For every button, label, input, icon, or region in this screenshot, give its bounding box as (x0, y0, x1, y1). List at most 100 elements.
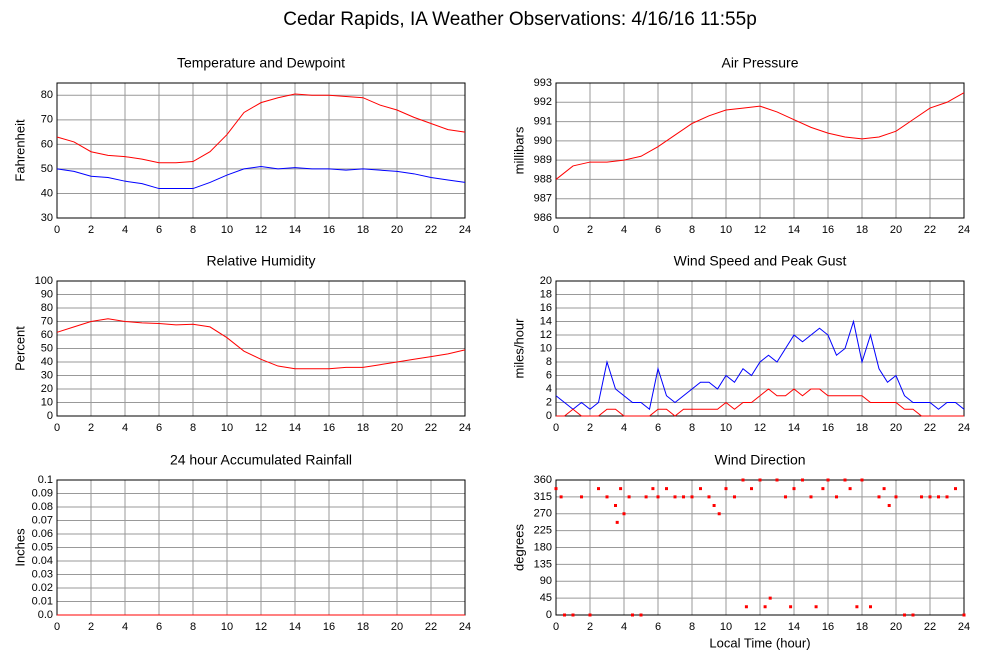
chart-title: Wind Speed and Peak Gust (674, 253, 847, 269)
x-tick-label: 8 (190, 621, 196, 633)
plot-frame (555, 82, 965, 219)
x-tick-label: 4 (122, 224, 128, 236)
x-tick-label: 18 (856, 621, 868, 633)
point (699, 487, 702, 491)
y-axis-label: millibars (511, 126, 526, 174)
x-tick-label: 18 (357, 422, 369, 434)
x-tick-label: 24 (958, 422, 970, 434)
series-line (555, 92, 965, 180)
y-tick-label: 989 (534, 154, 552, 166)
point (717, 512, 721, 516)
point (894, 495, 898, 499)
y-tick-label: 0.06 (32, 528, 53, 540)
x-tick-label: 20 (391, 621, 403, 633)
point (848, 487, 852, 491)
x-tick-label: 16 (323, 224, 335, 236)
point (801, 478, 804, 482)
y-tick-label: 16 (540, 302, 552, 314)
y-tick-label: 0.0 (38, 609, 53, 621)
x-tick-label: 10 (720, 621, 732, 633)
x-tick-label: 20 (890, 224, 902, 236)
x-tick-label: 24 (459, 422, 471, 434)
x-tick-label: 18 (856, 224, 868, 236)
y-tick-label: 992 (534, 96, 552, 108)
y-tick-label: 0.07 (32, 514, 53, 526)
point (835, 495, 838, 499)
y-tick-label: 10 (540, 342, 552, 354)
point (563, 613, 566, 617)
point (644, 495, 648, 499)
x-tick-label: 10 (720, 422, 732, 434)
x-tick-label: 6 (655, 422, 661, 434)
y-tick-label: 180 (534, 541, 552, 553)
x-tick-label: 22 (924, 224, 936, 236)
y-tick-label: 993 (534, 77, 552, 89)
point (775, 478, 779, 482)
series-line (56, 93, 466, 164)
point (707, 495, 711, 499)
x-tick-label: 8 (689, 621, 695, 633)
x-tick-label: 8 (190, 422, 196, 434)
x-tick-label: 22 (425, 422, 437, 434)
point (733, 495, 736, 499)
x-tick-label: 16 (323, 422, 335, 434)
point (615, 520, 619, 524)
y-tick-label: 10 (41, 396, 53, 408)
y-tick-label: 987 (534, 193, 552, 205)
point (877, 495, 881, 499)
x-tick-label: 0 (54, 422, 60, 434)
point (860, 478, 864, 482)
x-tick-label: 2 (587, 422, 593, 434)
x-tick-label: 18 (856, 422, 868, 434)
x-tick-label: 6 (156, 422, 162, 434)
x-tick-label: 10 (221, 422, 233, 434)
point (724, 487, 728, 491)
x-tick-label: 6 (156, 621, 162, 633)
x-tick-label: 2 (587, 621, 593, 633)
point (588, 613, 592, 617)
y-tick-label: 20 (41, 383, 53, 395)
x-tick-label: 0 (54, 621, 60, 633)
y-tick-label: 986 (534, 212, 552, 224)
x-tick-label: 20 (890, 422, 902, 434)
x-tick-label: 12 (754, 422, 766, 434)
point (869, 605, 872, 609)
x-tick-label: 14 (788, 422, 800, 434)
y-tick-label: 2 (546, 396, 552, 408)
y-tick-label: 70 (41, 114, 53, 126)
chart-title: Wind Direction (714, 452, 805, 468)
x-tick-label: 14 (788, 621, 800, 633)
point (784, 495, 787, 499)
point (750, 487, 753, 491)
point (903, 613, 906, 617)
page-title: Cedar Rapids, IA Weather Observations: 4… (283, 9, 757, 30)
y-tick-label: 0 (546, 410, 552, 422)
point (554, 487, 558, 491)
x-tick-label: 4 (621, 224, 627, 236)
x-tick-label: 0 (553, 422, 559, 434)
x-tick-label: 14 (289, 224, 301, 236)
point (809, 495, 813, 499)
y-tick-label: 988 (534, 173, 552, 185)
point (656, 495, 660, 499)
y-axis-label: degrees (511, 524, 526, 571)
y-tick-label: 360 (534, 474, 552, 486)
x-tick-label: 2 (88, 422, 94, 434)
y-tick-label: 0.02 (32, 582, 53, 594)
y-tick-label: 100 (35, 275, 53, 287)
x-tick-label: 18 (357, 621, 369, 633)
y-tick-label: 0.1 (38, 474, 53, 486)
x-tick-label: 0 (553, 224, 559, 236)
point (651, 487, 655, 491)
point (768, 596, 772, 600)
x-tick-label: 14 (788, 224, 800, 236)
point (622, 512, 626, 516)
point (690, 495, 694, 499)
y-axis-label: miles/hour (511, 318, 526, 379)
x-tick-label: 24 (958, 621, 970, 633)
y-tick-label: 50 (41, 342, 53, 354)
y-axis-label: Inches (12, 528, 27, 567)
x-tick-label: 12 (255, 422, 267, 434)
y-tick-label: 225 (534, 525, 552, 537)
chart-title: 24 hour Accumulated Rainfall (170, 452, 352, 468)
